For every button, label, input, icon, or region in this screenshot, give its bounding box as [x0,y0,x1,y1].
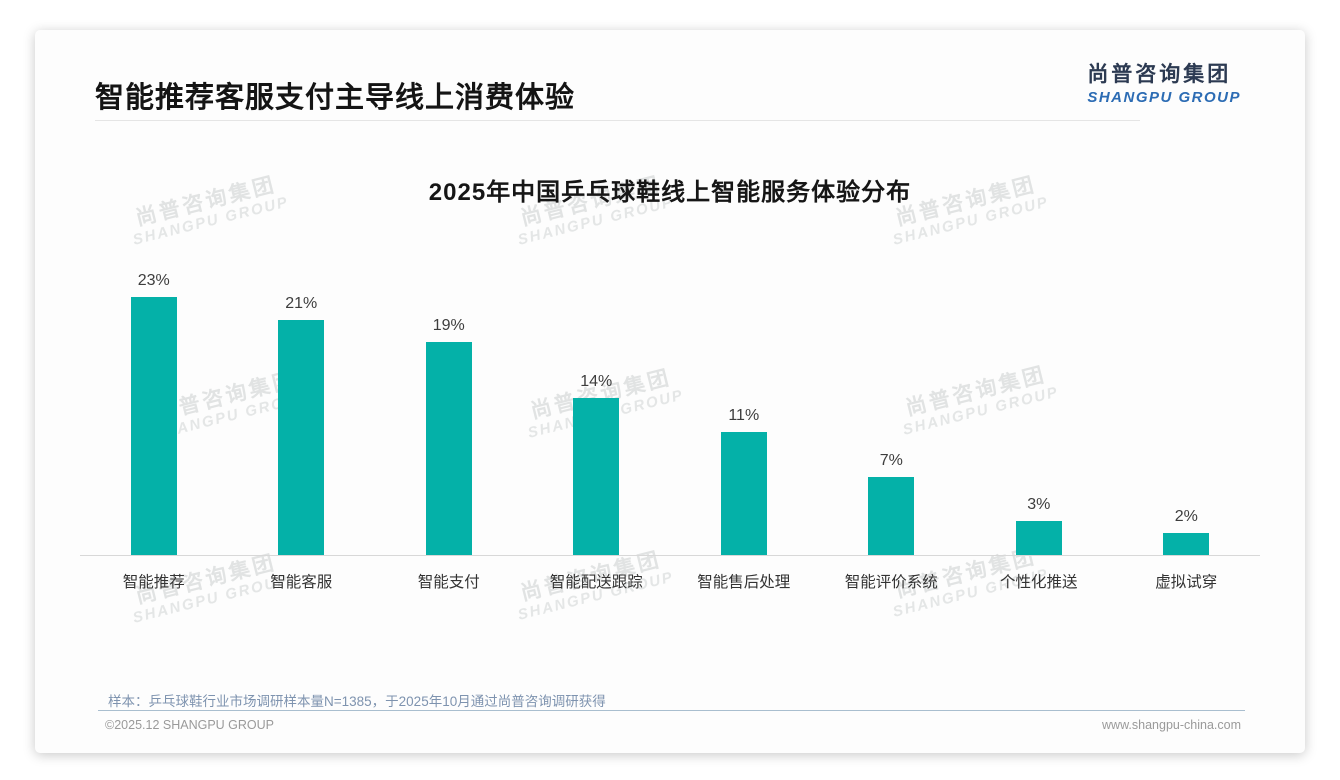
bar [573,398,620,555]
category-label: 智能客服 [270,574,333,591]
bar-column: 23% [80,270,228,555]
bar-column: 11% [670,270,818,555]
category-label: 智能评价系统 [844,574,938,591]
bar-column: 3% [965,270,1113,555]
copyright-text: ©2025.12 SHANGPU GROUP [105,718,274,732]
bar-value-label: 21% [285,294,318,312]
company-logo: 尚普咨询集团 SHANGPU GROUP [1087,58,1241,106]
bar [1015,521,1062,555]
bar-column: 21% [228,270,376,555]
chart-title: 2025年中国乒乓球鞋线上智能服务体验分布 [428,179,912,206]
logo-cn-text: 尚普咨询集团 [1087,63,1232,86]
bar [720,431,767,555]
bar-value-label: 23% [137,272,170,290]
bar-value-label: 2% [1174,507,1198,525]
bar-column: 7% [818,270,966,555]
bar [1163,532,1210,555]
category-label: 个性化推送 [999,574,1078,591]
page-title: 智能推荐客服支付主导线上消费体验 [95,82,576,114]
category-axis: 智能推荐 智能客服 智能支付 智能配送跟踪 智能售后处理 智能评价系统 个性化推送 虚拟试穿 [80,570,1260,592]
bar-value-label: 14% [580,373,613,391]
bar-column: 19% [375,270,523,555]
bar [425,342,472,555]
category-label: 智能配送跟踪 [549,574,643,591]
website-url: www.shangpu-china.com [1102,718,1241,732]
footer-divider [98,710,1245,711]
footer-bar: ©2025.12 SHANGPU GROUP www.shangpu-china… [105,718,1241,732]
bar [868,476,915,555]
header-divider [95,120,1140,121]
category-label: 智能推荐 [122,574,185,591]
category-label: 智能支付 [417,574,480,591]
bar-column: 14% [523,270,671,555]
category-label: 虚拟试穿 [1155,574,1218,591]
bar-value-label: 7% [879,451,903,469]
x-axis-line [80,555,1260,556]
slide-card: 尚普咨询集团 SHANGPU GROUP 尚普咨询集团 SHANGPU GROUP 尚普… [35,30,1305,753]
category-label: 智能售后处理 [697,574,791,591]
bar-value-label: 3% [1027,496,1051,514]
sample-note: 样本：乒乓球鞋行业市场调研样本量N=1385，于2025年10月通过尚普咨询调研… [108,694,606,709]
bar [278,319,325,555]
bar-column: 2% [1113,270,1261,555]
bar-value-label: 19% [432,317,465,335]
bar [130,297,177,555]
logo-en-text: SHANGPU GROUP [1087,89,1241,106]
bar-chart: 23% 21% 19% 14% 11% 7% 3% 2% [80,270,1260,555]
bar-value-label: 11% [728,406,760,424]
